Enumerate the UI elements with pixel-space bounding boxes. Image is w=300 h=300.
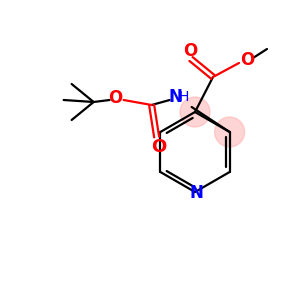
Circle shape	[214, 117, 244, 147]
Text: N: N	[169, 88, 183, 106]
Circle shape	[180, 97, 210, 127]
Text: O: O	[151, 138, 166, 156]
Text: O: O	[109, 89, 123, 107]
Text: H: H	[178, 90, 189, 104]
Text: N: N	[189, 184, 203, 202]
Text: O: O	[183, 42, 197, 60]
Text: O: O	[240, 51, 254, 69]
